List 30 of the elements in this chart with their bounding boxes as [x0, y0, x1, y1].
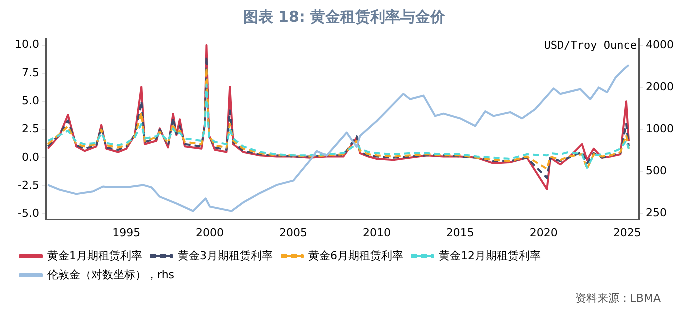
legend-label: 黄金6月期租赁利率 [308, 249, 404, 262]
chart-title: 图表 18: 黄金租赁利率与金价 [242, 8, 447, 27]
line-series [47, 84, 630, 170]
y-tick-label: 7.5 [22, 66, 40, 80]
x-tick-label: 2025 [613, 226, 642, 240]
y2-tick-label: 500 [646, 164, 668, 178]
line-series [47, 66, 630, 170]
legend-label: 黄金1月期租赁利率 [48, 249, 142, 262]
x-tick-label: 2010 [362, 226, 391, 240]
x-tick-label: 1995 [112, 226, 141, 240]
x-tick-label: 2015 [446, 226, 474, 240]
legend-label: 伦敦金（对数坐标），rhs [48, 268, 175, 282]
y2-tick-label: 250 [646, 206, 668, 220]
y2-axis-title: USD/Troy Ounce [544, 38, 638, 52]
x-tick-label: 2005 [280, 226, 308, 240]
y2-tick-label: 4000 [646, 38, 674, 52]
text: 资料来源：LBMA [574, 291, 661, 306]
y-tick-label: -5.0 [18, 207, 40, 220]
line-series [47, 56, 630, 180]
y-tick-label: 5.0 [22, 94, 40, 108]
y2-tick-label: 2000 [646, 80, 674, 94]
x-tick-label: 2000 [196, 226, 224, 240]
y-tick-label: 0.0 [22, 150, 40, 164]
y-tick-label: -2.5 [18, 178, 40, 192]
x-tick-label: 2020 [530, 226, 558, 240]
y-tick-label: 2.5 [22, 122, 40, 136]
legend-label: 黄金3月期租赁利率 [178, 249, 273, 262]
legend-label: 黄金12月期租赁利率 [438, 249, 541, 262]
y2-tick-label: 1000 [646, 122, 674, 136]
y-tick-label: 10.0 [14, 38, 40, 52]
